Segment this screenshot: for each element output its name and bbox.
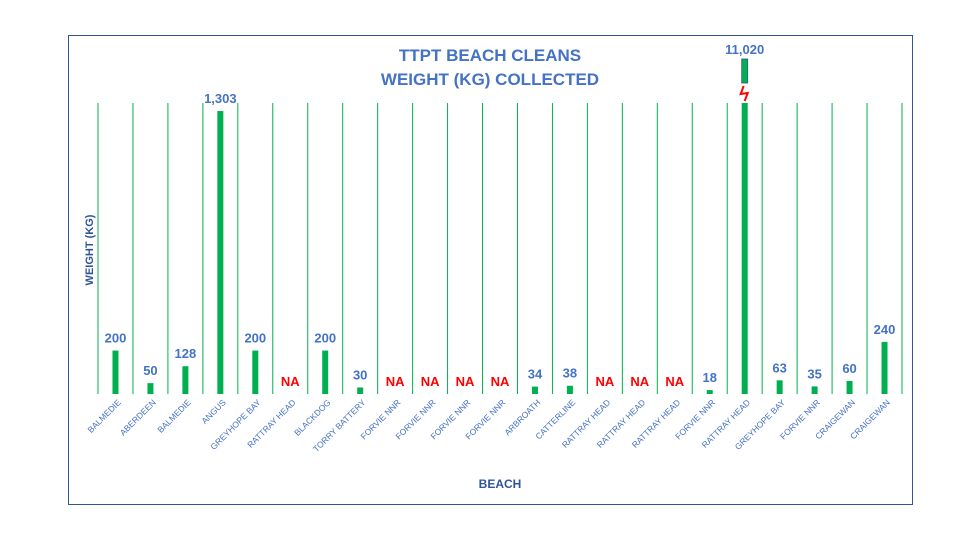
value-label: 38 — [563, 366, 577, 381]
value-label: 200 — [105, 331, 127, 346]
bar — [322, 350, 329, 394]
value-label: 34 — [528, 367, 543, 382]
bar — [252, 350, 259, 394]
bar — [217, 111, 224, 395]
bar — [112, 350, 119, 394]
bar — [811, 386, 818, 394]
na-label: NA — [421, 374, 440, 389]
na-label: NA — [595, 374, 614, 389]
x-tick-label: BALMEDIE — [85, 397, 123, 435]
na-label: NA — [456, 374, 475, 389]
bar — [147, 383, 154, 394]
na-label: NA — [630, 374, 649, 389]
bar-top-segment — [741, 58, 749, 84]
na-label: NA — [386, 374, 405, 389]
x-tick-label: ABERDEEN — [118, 397, 158, 437]
chart-subtitle: WEIGHT (KG) COLLECTED — [381, 70, 599, 89]
y-axis-label: WEIGHT (KG) — [84, 214, 96, 285]
na-label: NA — [665, 374, 684, 389]
value-label: 200 — [314, 331, 336, 346]
na-label: NA — [491, 374, 510, 389]
value-label: 35 — [807, 366, 821, 381]
x-tick-label: BALMEDIE — [155, 397, 193, 435]
bar — [566, 385, 573, 394]
value-label: 200 — [244, 331, 266, 346]
axis-break-marker — [739, 85, 750, 102]
chart-frame — [68, 35, 913, 505]
x-axis-label: BEACH — [479, 477, 522, 491]
value-label: 128 — [175, 346, 197, 361]
gridlines — [97, 103, 903, 394]
bar — [531, 386, 538, 394]
value-label: 1,303 — [204, 91, 237, 106]
value-label: 30 — [353, 367, 367, 382]
chart-title: TTPT BEACH CLEANS — [399, 46, 581, 65]
value-label: 60 — [842, 361, 856, 376]
bar — [881, 341, 888, 394]
value-label: 240 — [874, 322, 896, 337]
bar — [706, 390, 713, 394]
bar — [776, 380, 783, 394]
bar — [846, 380, 853, 394]
value-labels: 200 50 128 1,303 200 NA 200 30 NA NA NA NA 34 38 NA NA N… — [105, 42, 896, 389]
bar — [741, 103, 748, 394]
bars — [112, 58, 888, 395]
value-label: 50 — [143, 363, 157, 378]
bar — [357, 387, 364, 394]
value-label: 63 — [772, 360, 786, 375]
x-tick-label: ANGUS — [199, 397, 228, 426]
value-label: 11,020 — [725, 42, 764, 57]
na-label: NA — [281, 374, 300, 389]
bar — [182, 366, 189, 394]
value-label: 18 — [703, 370, 717, 385]
